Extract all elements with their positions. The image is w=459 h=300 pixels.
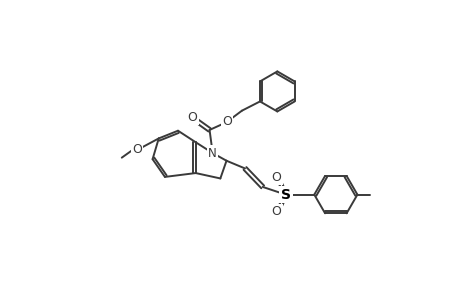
Text: S: S: [280, 188, 290, 202]
Text: O: O: [271, 171, 281, 184]
Text: O: O: [187, 111, 197, 124]
Text: O: O: [222, 115, 232, 128]
Text: O: O: [132, 143, 142, 157]
Text: N: N: [208, 146, 217, 160]
Text: O: O: [271, 205, 281, 218]
